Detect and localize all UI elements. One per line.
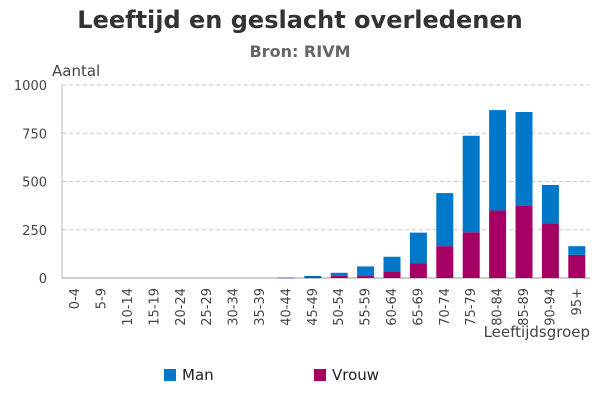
y-tick-label: 750 bbox=[22, 127, 47, 142]
bar-man bbox=[330, 272, 348, 276]
bar-man bbox=[568, 246, 586, 255]
bar-man bbox=[357, 266, 375, 276]
y-tick-label: 250 bbox=[22, 224, 47, 239]
chart-subtitle: Bron: RIVM bbox=[249, 42, 351, 61]
x-tick-label: 10-14 bbox=[121, 288, 136, 326]
bar-vrouw bbox=[515, 205, 533, 278]
bar-vrouw bbox=[330, 275, 348, 278]
bar-vrouw bbox=[436, 246, 454, 278]
x-tick-label: 50-54 bbox=[332, 288, 347, 326]
legend-label-vrouw: Vrouw bbox=[332, 366, 380, 384]
x-tick-label: 70-74 bbox=[438, 288, 453, 326]
x-tick-label: 15-19 bbox=[147, 288, 162, 326]
legend-item-vrouw[interactable]: Vrouw bbox=[314, 366, 379, 384]
x-tick-label: 80-84 bbox=[491, 288, 506, 326]
x-tick-label: 5-9 bbox=[95, 288, 110, 309]
bar-vrouw bbox=[541, 223, 559, 278]
x-tick-label: 95+ bbox=[570, 288, 585, 315]
x-tick-label: 0-4 bbox=[68, 288, 83, 309]
x-tick-label: 35-39 bbox=[253, 288, 268, 326]
x-tick-label: 30-34 bbox=[227, 288, 242, 326]
y-tick-label: 0 bbox=[39, 272, 47, 287]
bar-man bbox=[462, 135, 480, 233]
legend-swatch-vrouw bbox=[314, 369, 326, 381]
x-tick-label: 25-29 bbox=[200, 288, 215, 326]
bar-vrouw bbox=[383, 271, 401, 278]
bar-man bbox=[541, 184, 559, 224]
y-axis-label: Aantal bbox=[52, 62, 100, 80]
bar-vrouw bbox=[462, 232, 480, 278]
bar-vrouw bbox=[357, 275, 375, 278]
x-tick-label: 65-69 bbox=[411, 288, 426, 326]
bar-man bbox=[436, 193, 454, 247]
bar-man bbox=[304, 275, 322, 278]
x-tick-label: 90-94 bbox=[543, 288, 558, 326]
bar-vrouw bbox=[304, 277, 322, 278]
x-tick-label: 45-49 bbox=[306, 288, 321, 326]
y-tick-label: 1000 bbox=[14, 79, 47, 94]
x-tick-label: 40-44 bbox=[279, 288, 294, 326]
x-tick-label: 60-64 bbox=[385, 288, 400, 326]
bar-man bbox=[515, 112, 533, 206]
legend-label-man: Man bbox=[182, 366, 214, 384]
bar-vrouw bbox=[489, 210, 507, 278]
bar-man bbox=[409, 232, 427, 264]
x-tick-label: 55-59 bbox=[359, 288, 374, 326]
bar-vrouw bbox=[409, 263, 427, 278]
bar-vrouw bbox=[568, 254, 586, 278]
bar-man bbox=[489, 110, 507, 211]
bar-man bbox=[383, 256, 401, 272]
legend-item-man[interactable]: Man bbox=[164, 366, 214, 384]
x-tick-label: 20-24 bbox=[174, 288, 189, 326]
x-tick-label: 85-89 bbox=[517, 288, 532, 326]
chart-title: Leeftijd en geslacht overledenen bbox=[77, 6, 523, 34]
bar-man bbox=[277, 277, 295, 279]
y-tick-label: 500 bbox=[22, 176, 47, 191]
legend: Man Vrouw bbox=[0, 366, 600, 386]
x-axis-label: Leeftijdsgroep bbox=[484, 323, 590, 341]
x-tick-label: 75-79 bbox=[464, 288, 479, 326]
legend-swatch-man bbox=[164, 369, 176, 381]
